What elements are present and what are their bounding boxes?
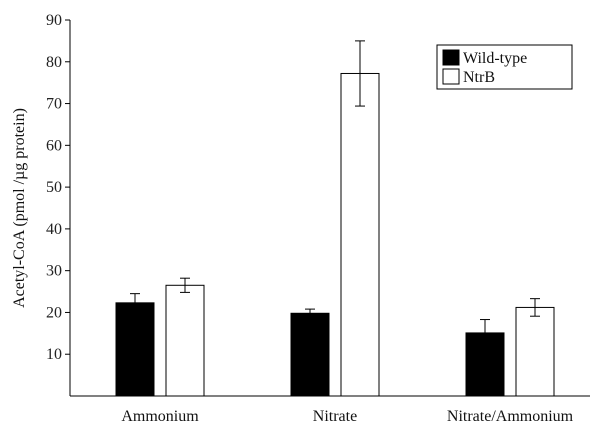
- legend-swatch-ntrb: [442, 68, 460, 85]
- x-category-label: Ammonium: [121, 408, 199, 425]
- y-tick-label: 90: [46, 12, 62, 29]
- x-category-label: Nitrate/Ammonium: [447, 408, 574, 425]
- axes: [69, 20, 590, 397]
- x-axis-categories: Ammonium Nitrate Nitrate/Ammonium: [121, 408, 573, 425]
- y-tick-label: 50: [46, 179, 62, 196]
- y-tick-label: 10: [46, 346, 62, 363]
- legend: Wild-type NtrB: [436, 44, 573, 90]
- y-axis-title: Acetyl-CoA (pmol /µg protein): [11, 108, 28, 308]
- bar-wild-type-nitrate: [290, 312, 330, 397]
- bars: [115, 40, 555, 397]
- y-tick-label: 60: [46, 137, 62, 154]
- y-tick-label: 80: [46, 54, 62, 71]
- y-tick-label: 40: [46, 221, 62, 238]
- bar-ntrb-nitrate: [340, 72, 380, 397]
- y-axis-ticks: 10 20 30 40 50 60 70 80 90: [46, 12, 70, 363]
- legend-swatch-wild-type: [442, 49, 460, 66]
- legend-label-ntrb: NtrB: [463, 69, 495, 86]
- legend-label-wild-type: Wild-type: [463, 50, 527, 67]
- y-tick-label: 30: [46, 263, 62, 280]
- y-tick-label: 70: [46, 96, 62, 113]
- x-category-label: Nitrate: [313, 408, 357, 425]
- bar-ntrb-ammonium: [165, 284, 205, 397]
- bar-ntrb-nitrate-ammonium: [515, 306, 555, 397]
- y-tick-label: 20: [46, 304, 62, 321]
- bar-wild-type-ammonium: [115, 302, 155, 397]
